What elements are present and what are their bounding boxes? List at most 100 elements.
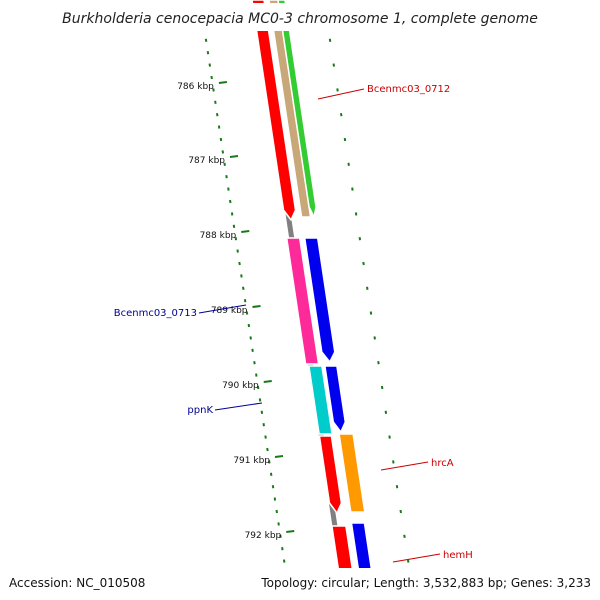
ruler-right-tick (377, 361, 380, 365)
footer-background (0, 568, 600, 600)
tick-label: 791 kbp (233, 456, 270, 466)
ruler-right-tick (369, 311, 373, 315)
ruler-right-tick (384, 410, 388, 414)
ruler-major-tick (229, 155, 239, 158)
gene-leader-line (392, 553, 441, 563)
feature-red-top[interactable] (251, 0, 297, 221)
gene-label-ppnk[interactable]: ppnK (187, 405, 213, 416)
ruler-minor-tick (255, 373, 258, 377)
tick-label: 787 kbp (188, 156, 225, 166)
tick-marks (201, 7, 414, 600)
ruler-right-tick (362, 261, 365, 266)
feature-cyan[interactable] (308, 365, 333, 435)
ruler-minor-tick (268, 460, 271, 464)
feature-blue-upper[interactable] (303, 237, 336, 363)
ruler-minor-tick (219, 137, 223, 142)
gene-leader-line (380, 461, 429, 471)
ruler-minor-tick (208, 63, 212, 67)
ruler-minor-tick (214, 100, 217, 104)
feature-orange-hrca[interactable] (338, 433, 366, 513)
ruler-minor-tick (204, 38, 208, 42)
ruler-minor-tick (279, 534, 282, 538)
ruler-minor-tick (238, 261, 241, 266)
feature-red-hrca[interactable] (318, 435, 343, 514)
ruler-right-tick (332, 63, 336, 67)
ruler-minor-tick (256, 385, 260, 390)
ruler-minor-tick (229, 199, 232, 204)
ruler-minor-tick (232, 224, 236, 228)
title-background (150, 3, 450, 31)
ruler-minor-tick (212, 88, 215, 92)
ruler-minor-tick (223, 162, 226, 166)
ruler-minor-tick (240, 274, 243, 278)
ruler-major-tick (252, 305, 261, 308)
ruler-major-tick (274, 455, 284, 458)
tick-label: 790 kbp (222, 381, 259, 391)
ruler-right-tick (380, 385, 384, 390)
ruler-minor-tick (262, 423, 265, 427)
ruler-minor-tick (249, 336, 252, 340)
ruler-minor-tick (245, 311, 249, 315)
ruler-minor-tick (271, 485, 275, 489)
ruler-minor-tick (273, 497, 277, 501)
ruler-right-tick (406, 559, 410, 563)
ruler-minor-tick (230, 212, 234, 216)
ruler-major-tick (241, 230, 250, 233)
ruler-minor-tick (253, 361, 256, 365)
gene-leader-line (198, 304, 247, 314)
feature-green-top[interactable] (277, 0, 317, 218)
gene-leader-line (317, 88, 365, 100)
ruler-minor-tick (206, 51, 210, 55)
gene-label-bcenmc03_0713[interactable]: Bcenmc03_0713 (114, 308, 197, 319)
ruler-right-tick (366, 286, 369, 290)
ruler-minor-tick (281, 547, 284, 551)
ruler-minor-tick (269, 472, 273, 476)
ruler-right-tick (351, 187, 354, 191)
ruler-minor-tick (210, 75, 213, 80)
ruler-right-tick (403, 534, 406, 538)
ruler-minor-tick (217, 125, 221, 129)
ruler-right-tick (328, 38, 332, 42)
ruler-minor-tick (251, 348, 254, 352)
ruler-minor-tick (236, 249, 239, 253)
ruler-right-tick (339, 113, 343, 117)
ruler-right-tick (388, 435, 391, 439)
summary-text: Topology: circular; Length: 3,532,883 bp… (260, 576, 591, 590)
tick-label: 792 kbp (245, 531, 282, 541)
ruler-right-tick (395, 485, 399, 489)
ruler-right-tick (373, 336, 376, 340)
feature-tan-top[interactable] (268, 0, 312, 218)
gene-label-bcenmc03_0712[interactable]: Bcenmc03_0712 (367, 84, 450, 95)
ruler-minor-tick (277, 522, 280, 526)
feature-magenta[interactable] (285, 237, 320, 365)
ruler-major-tick (263, 380, 272, 383)
map-title: Burkholderia cenocepacia MC0-3 chromosom… (62, 11, 538, 27)
accession-text: Accession: NC_010508 (9, 576, 145, 590)
ruler-minor-tick (215, 113, 219, 117)
tick-label: 789 kbp (211, 306, 248, 316)
ruler-minor-tick (264, 435, 267, 439)
ruler-minor-tick (227, 187, 230, 191)
gene-leader-line (214, 402, 263, 411)
ruler-minor-tick (221, 150, 225, 154)
ruler-right-tick (392, 460, 395, 464)
ruler-minor-tick (282, 559, 286, 563)
gene-label-hemh[interactable]: hemH (443, 550, 473, 561)
ruler-minor-tick (260, 410, 264, 414)
ruler-minor-tick (243, 299, 247, 303)
gene-labels: Bcenmc03_0712 Bcenmc03_0713 ppnK hrcA hemH (114, 84, 473, 563)
ruler-minor-tick (266, 447, 269, 452)
tick-label: 788 kbp (200, 231, 237, 241)
ruler-minor-tick (247, 323, 251, 328)
ruler-right-tick (354, 212, 358, 216)
ruler-major-tick (286, 530, 295, 533)
ruler-right-tick (343, 137, 347, 142)
feature-blue-lower[interactable] (324, 365, 347, 433)
ruler-right-tick (399, 509, 402, 514)
tick-label: 786 kbp (177, 82, 214, 92)
ruler-right-tick (336, 88, 339, 92)
gene-label-hrca[interactable]: hrcA (431, 458, 454, 469)
